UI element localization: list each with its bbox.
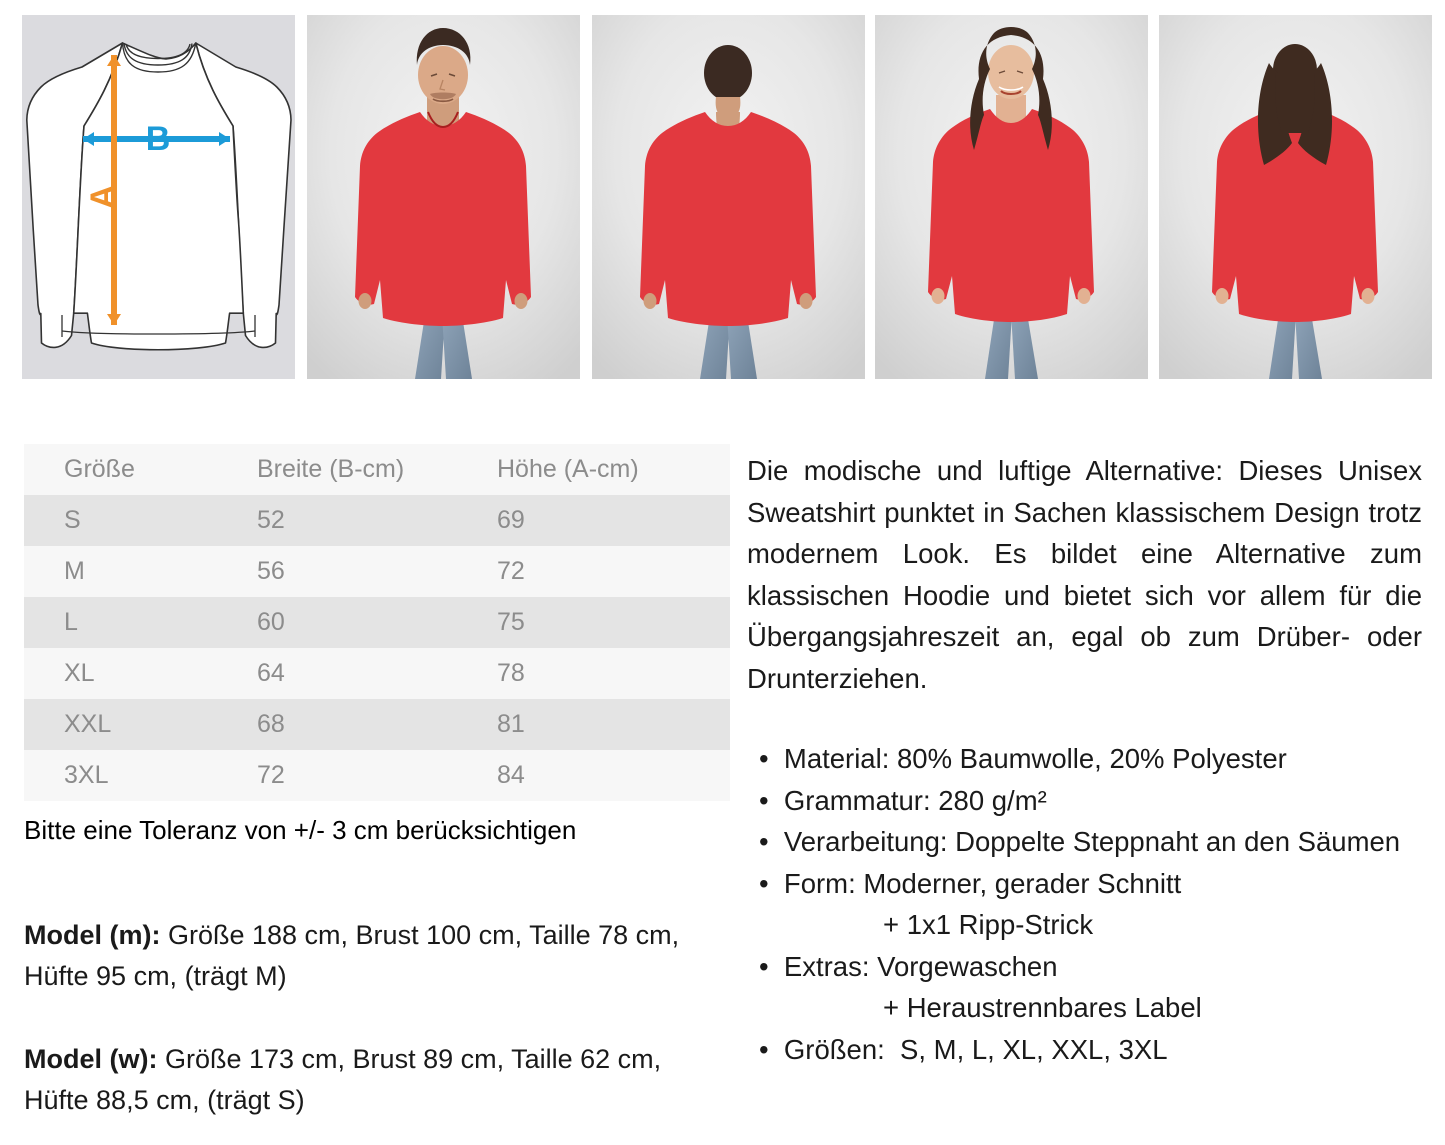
svg-text:B: B <box>146 120 171 158</box>
svg-text:A: A <box>84 185 122 210</box>
